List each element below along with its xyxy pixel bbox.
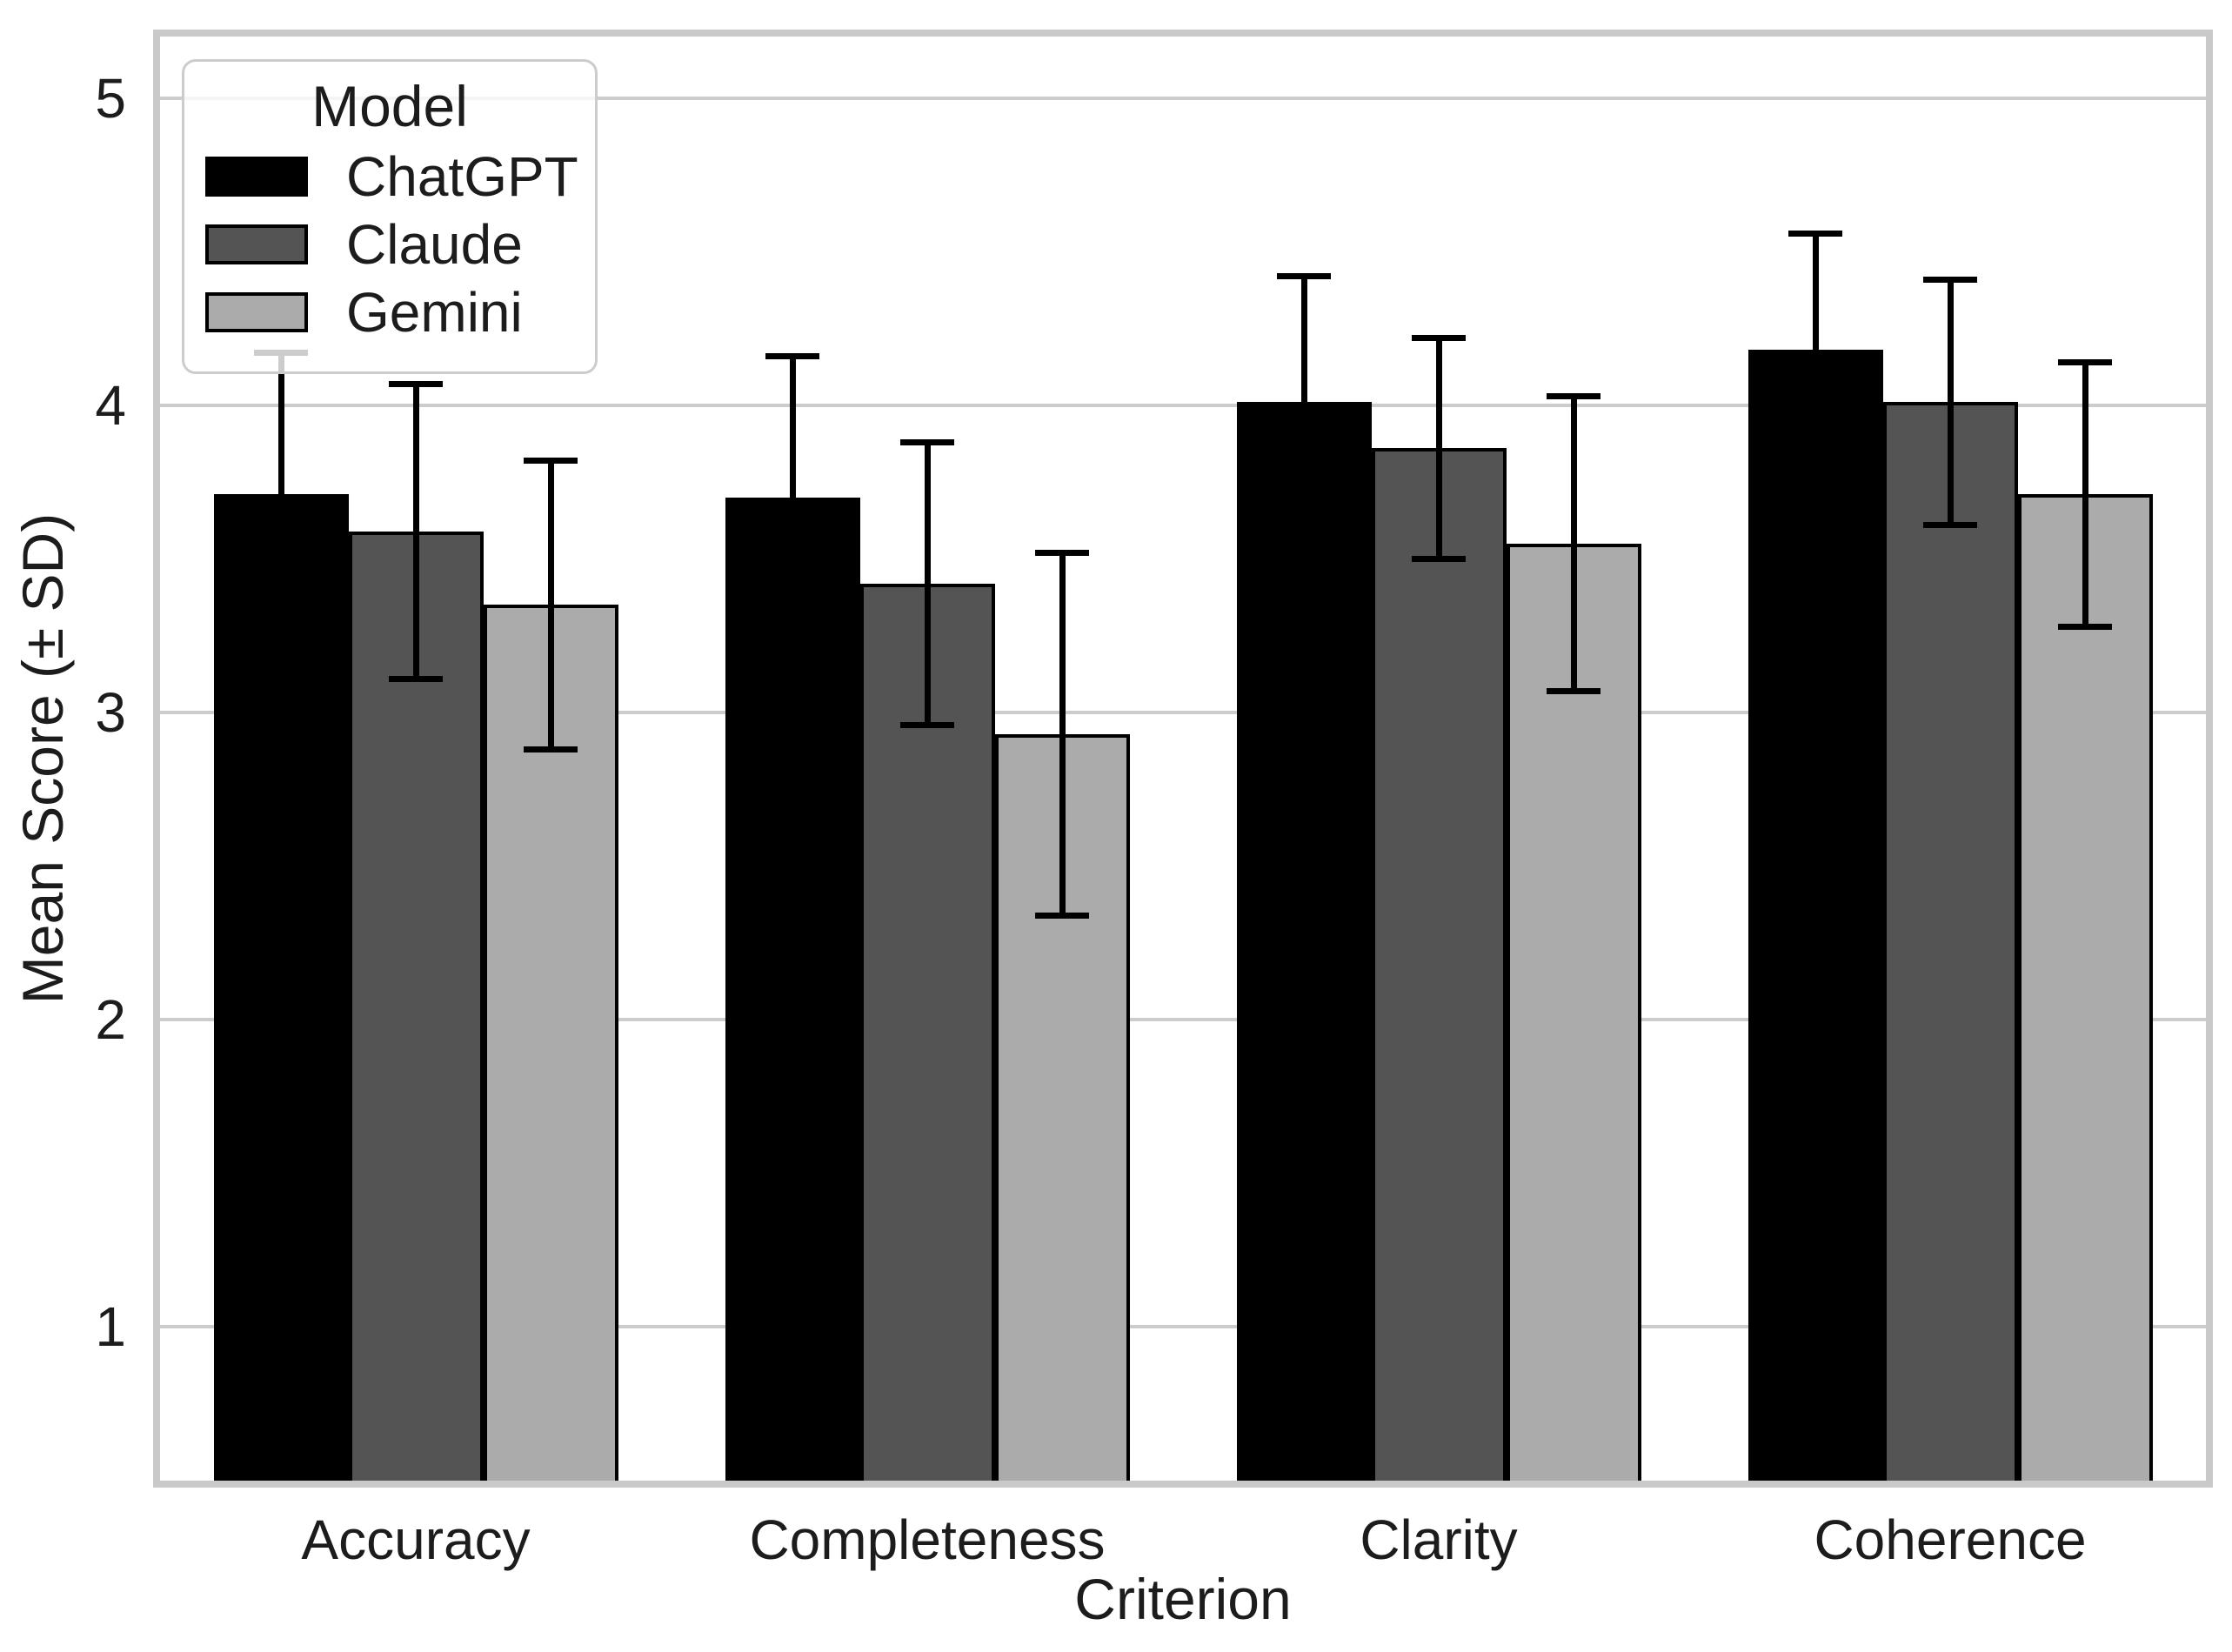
- legend-swatch-chatgpt: [205, 157, 308, 197]
- bar-chatgpt-clarity: [1236, 402, 1372, 1481]
- error-bar-chatgpt-completeness: [789, 356, 796, 639]
- error-cap-top-gemini-clarity: [1547, 392, 1600, 399]
- bar-claude-accuracy: [348, 531, 484, 1481]
- error-cap-top-claude-clarity: [1412, 334, 1466, 341]
- error-cap-top-claude-coherence: [1923, 276, 1977, 283]
- bar-claude-completeness: [859, 583, 995, 1481]
- y-tick-label-1: 1: [95, 1295, 126, 1359]
- plot-area: [160, 37, 2206, 1481]
- gridline-y-4: [160, 403, 2206, 407]
- legend-swatch-gemini: [205, 292, 308, 332]
- legend-item-gemini: Gemini: [205, 284, 574, 340]
- x-axis-title: Criterion: [1074, 1567, 1292, 1631]
- error-cap-bottom-chatgpt-clarity: [1277, 525, 1331, 532]
- error-cap-bottom-claude-clarity: [1412, 555, 1466, 562]
- bar-chatgpt-completeness: [725, 497, 860, 1481]
- error-bar-claude-accuracy: [412, 384, 419, 679]
- error-cap-bottom-gemini-accuracy: [524, 746, 578, 752]
- error-cap-top-gemini-coherence: [2058, 358, 2112, 365]
- x-tick-label-clarity: Clarity: [1360, 1508, 1518, 1571]
- error-bar-gemini-clarity: [1570, 396, 1577, 692]
- error-cap-bottom-claude-completeness: [900, 721, 954, 728]
- error-bar-chatgpt-coherence: [1812, 233, 1819, 467]
- legend: Model ChatGPT Claude Gemini: [182, 59, 598, 374]
- gridline-y-3: [160, 711, 2206, 715]
- error-cap-top-chatgpt-coherence: [1788, 230, 1842, 237]
- error-cap-bottom-gemini-coherence: [2058, 623, 2112, 630]
- y-tick-label-5: 5: [95, 66, 126, 130]
- gridline-y-5: [160, 96, 2206, 100]
- error-bar-gemini-accuracy: [547, 460, 554, 750]
- error-cap-bottom-chatgpt-coherence: [1788, 463, 1842, 470]
- y-tick-label-3: 3: [95, 681, 126, 745]
- bar-gemini-clarity: [1506, 543, 1641, 1481]
- y-axis-title: Mean Score (± SD): [10, 512, 75, 1005]
- error-bar-claude-clarity: [1435, 338, 1442, 559]
- error-cap-bottom-gemini-clarity: [1547, 687, 1600, 694]
- error-bar-claude-coherence: [1947, 279, 1954, 525]
- legend-label-claude: Claude: [346, 213, 523, 276]
- x-tick-label-completeness: Completeness: [749, 1508, 1106, 1571]
- error-cap-bottom-chatgpt-accuracy: [254, 632, 308, 639]
- error-cap-bottom-claude-coherence: [1923, 522, 1977, 529]
- legend-label-chatgpt: ChatGPT: [346, 145, 578, 208]
- error-bar-chatgpt-clarity: [1300, 276, 1307, 529]
- bar-chatgpt-accuracy: [213, 494, 349, 1481]
- x-tick-label-accuracy: Accuracy: [301, 1508, 531, 1571]
- legend-items: ChatGPT Claude Gemini: [205, 149, 578, 352]
- bar-chatgpt-coherence: [1748, 350, 1883, 1481]
- error-cap-top-claude-completeness: [900, 438, 954, 445]
- legend-item-claude: Claude: [205, 217, 574, 272]
- legend-label-gemini: Gemini: [346, 281, 523, 344]
- gridline-y-2: [160, 1018, 2206, 1022]
- bar-claude-clarity: [1371, 448, 1507, 1481]
- bar-claude-coherence: [1882, 402, 2018, 1481]
- y-tick-label-2: 2: [95, 988, 126, 1052]
- bar-gemini-coherence: [2017, 494, 2153, 1481]
- error-cap-bottom-claude-accuracy: [389, 675, 443, 682]
- error-cap-top-chatgpt-clarity: [1277, 272, 1331, 279]
- y-tick-label-4: 4: [95, 373, 126, 437]
- legend-swatch-claude: [205, 224, 308, 264]
- error-cap-bottom-chatgpt-completeness: [765, 635, 819, 642]
- error-bar-gemini-coherence: [2082, 362, 2088, 627]
- error-cap-top-gemini-completeness: [1035, 549, 1089, 556]
- x-tick-label-coherence: Coherence: [1814, 1508, 2087, 1571]
- gridline-y-1: [160, 1325, 2206, 1329]
- error-bar-gemini-completeness: [1059, 552, 1066, 916]
- error-cap-top-chatgpt-completeness: [765, 352, 819, 359]
- error-cap-top-gemini-accuracy: [524, 457, 578, 464]
- legend-title: Model: [311, 74, 468, 138]
- error-bar-chatgpt-accuracy: [277, 352, 284, 636]
- error-cap-top-claude-accuracy: [389, 380, 443, 387]
- error-cap-bottom-gemini-completeness: [1035, 912, 1089, 919]
- legend-item-chatgpt: ChatGPT: [205, 149, 578, 204]
- error-bar-claude-completeness: [924, 442, 931, 726]
